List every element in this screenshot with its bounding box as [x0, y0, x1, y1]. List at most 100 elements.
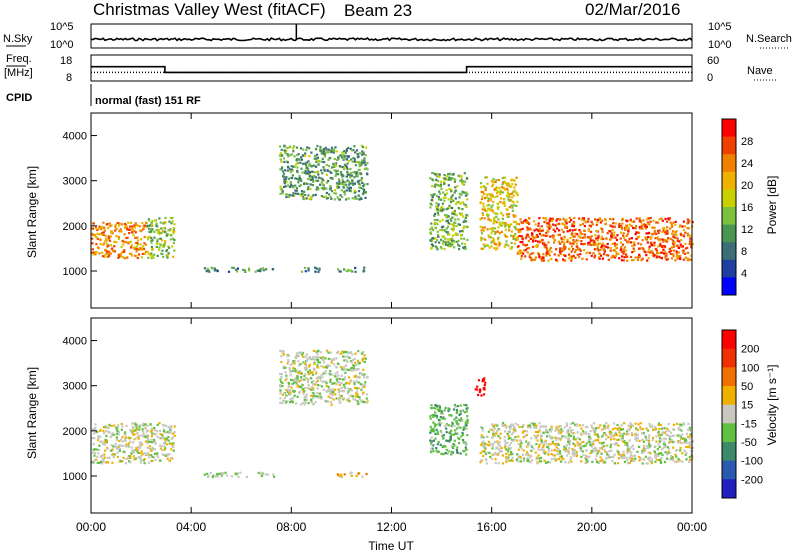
power-cell [525, 247, 529, 250]
velocity-cell [349, 351, 352, 354]
velocity-cell [674, 453, 677, 456]
velocity-cell [492, 453, 495, 456]
velocity-cell [620, 438, 623, 441]
velocity-cell [149, 440, 152, 444]
velocity-cell [687, 422, 690, 425]
power-cell [531, 238, 535, 241]
velocity-cell [556, 449, 559, 453]
power-cell [314, 193, 317, 196]
power-cell [349, 269, 352, 272]
power-cell [286, 161, 289, 164]
velocity-cell [535, 443, 538, 446]
velocity-cell [327, 351, 330, 354]
power-cell [340, 189, 343, 192]
power-cell [655, 254, 658, 257]
power-cell [562, 241, 566, 244]
power-cell [358, 152, 361, 155]
noise-right-tick-top: 10^5 [708, 21, 732, 33]
power-cell [560, 250, 563, 253]
velocity-cell [607, 455, 610, 458]
velocity-cell [455, 422, 458, 425]
power-cell [352, 157, 355, 160]
power-cell [462, 180, 465, 183]
velocity-cell [295, 353, 298, 357]
power-cell [449, 178, 452, 182]
velocity-cell [480, 459, 483, 462]
velocity-cell [336, 375, 339, 378]
power-region-8 [516, 216, 695, 262]
power-cell [672, 254, 675, 257]
power-cell [297, 153, 300, 156]
power-cell [491, 183, 495, 186]
velocity-cell [626, 444, 629, 447]
power-cell [461, 229, 464, 233]
power-cell [506, 189, 509, 192]
power-cell [457, 175, 460, 178]
velocity-cell [359, 400, 362, 403]
velocity-cell [108, 423, 111, 426]
power-cell [575, 245, 578, 248]
power-cell [588, 251, 592, 254]
power-cell [118, 230, 121, 233]
power-cell [349, 186, 352, 189]
velocity-cell [334, 393, 337, 396]
power-cell [342, 186, 346, 189]
power-cell [109, 235, 112, 238]
velocity-cell [691, 446, 694, 449]
velocity-cell [97, 461, 100, 464]
power-colorbar-tick: 28 [741, 136, 753, 148]
power-cell [483, 196, 487, 199]
velocity-cell [517, 448, 520, 451]
velocity-cell [164, 447, 167, 450]
velocity-cell [145, 434, 148, 437]
velocity-cell [680, 437, 683, 440]
velocity-cell [327, 395, 330, 398]
velocity-cell [529, 426, 532, 429]
velocity-cell [94, 423, 97, 426]
velocity-cell [287, 359, 290, 362]
power-cell [563, 235, 566, 239]
velocity-cell [630, 459, 633, 462]
velocity-cell [129, 429, 132, 432]
power-cell [524, 255, 527, 258]
velocity-cell [647, 439, 650, 442]
power-cell [102, 231, 105, 234]
velocity-cell [143, 452, 146, 455]
power-cell [459, 179, 462, 183]
power-cell [129, 228, 132, 231]
power-cell [448, 187, 451, 191]
velocity-cell [307, 373, 310, 376]
velocity-cell [675, 455, 678, 458]
power-cell [299, 161, 302, 164]
power-cell [636, 236, 639, 239]
velocity-cell [95, 448, 98, 451]
velocity-cell [496, 440, 499, 443]
velocity-cell [285, 401, 288, 404]
power-cell [328, 188, 332, 191]
velocity-cell [508, 459, 511, 462]
power-cell [320, 177, 323, 180]
power-cell [349, 190, 352, 193]
power-cell [664, 232, 667, 236]
velocity-cell [239, 471, 242, 474]
power-cell [531, 245, 535, 248]
velocity-cell [364, 373, 367, 376]
power-cell [143, 235, 146, 239]
velocity-cell [338, 363, 341, 366]
velocity-cell [144, 436, 148, 439]
velocity-cell [503, 439, 506, 442]
power-cell [349, 147, 352, 150]
power-cell [97, 233, 100, 236]
power-cell [163, 230, 166, 233]
power-cell [485, 176, 488, 179]
velocity-cell [322, 372, 325, 375]
power-cell [114, 229, 117, 232]
velocity-cell [121, 440, 124, 443]
power-cell [512, 179, 515, 182]
power-cell [131, 227, 134, 230]
velocity-cell [552, 454, 555, 457]
velocity-cell [604, 434, 607, 437]
power-cell [495, 215, 498, 218]
velocity-cell [484, 381, 487, 384]
power-cell [306, 182, 309, 185]
